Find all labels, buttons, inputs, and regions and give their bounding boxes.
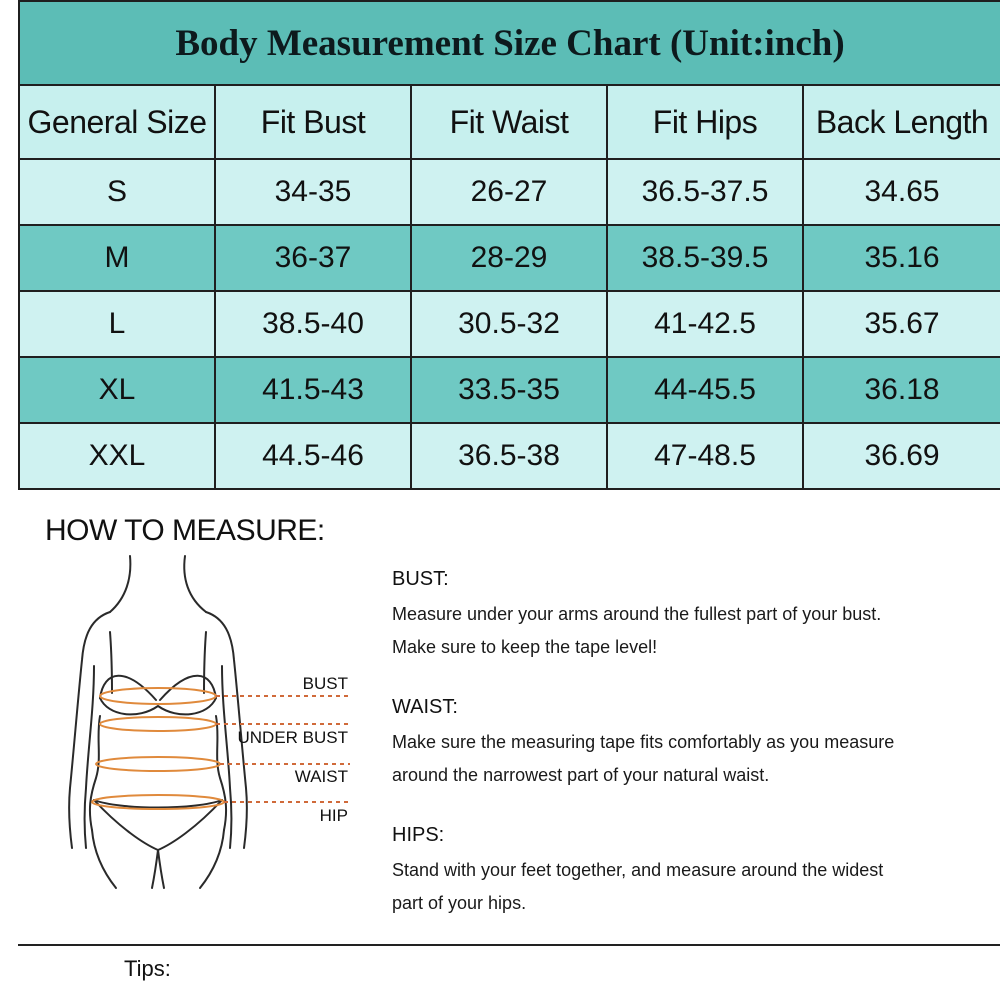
- tips-label: Tips:: [124, 956, 171, 981]
- bust-section: BUST: Measure under your arms around the…: [392, 566, 992, 664]
- section-text: Stand with your feet together, and measu…: [392, 860, 884, 880]
- section-text: Make sure to keep the tape level!: [392, 637, 658, 657]
- table-cell: 36.5-37.5: [606, 158, 804, 226]
- table-cell: 33.5-35: [410, 356, 608, 424]
- section-text: Measure under your arms around the fulle…: [392, 604, 882, 624]
- header-general-size: General Size: [18, 84, 216, 160]
- table-cell: 34.65: [801, 158, 1000, 226]
- table-cell: 44-45.5: [606, 356, 804, 424]
- table-row: XXL 44.5-46 36.5-38 47-48.5 36.69: [18, 422, 1000, 490]
- measure-instructions: BUST: Measure under your arms around the…: [392, 566, 992, 950]
- marker-waist: WAIST: [294, 767, 348, 786]
- divider: [18, 944, 1000, 946]
- table-cell: XXL: [18, 422, 216, 490]
- table-cell: 38.5-40: [214, 290, 412, 358]
- table-cell: 30.5-32: [410, 290, 608, 358]
- header-back-length: Back Length: [801, 84, 1000, 160]
- table-cell: 41.5-43: [214, 356, 412, 424]
- section-text: Make sure the measuring tape fits comfor…: [392, 732, 895, 752]
- table-cell: 26-27: [410, 158, 608, 226]
- section-text: around the narrowest part of your natura…: [392, 765, 770, 785]
- chart-title: Body Measurement Size Chart (Unit:inch): [17, 0, 1000, 86]
- size-chart-table: Body Measurement Size Chart (Unit:inch) …: [17, 0, 1000, 490]
- marker-hip: HIP: [319, 806, 348, 825]
- section-heading: BUST:: [392, 568, 449, 590]
- table-cell: L: [18, 290, 216, 358]
- table-cell: XL: [18, 356, 216, 424]
- table-cell: 47-48.5: [606, 422, 804, 490]
- table-cell: 34-35: [214, 158, 412, 226]
- header-fit-bust: Fit Bust: [214, 84, 412, 160]
- table-cell: 36.5-38: [410, 422, 608, 490]
- header-fit-hips: Fit Hips: [606, 84, 804, 160]
- marker-bust: BUST: [302, 674, 348, 693]
- table-cell: 36-37: [214, 224, 412, 292]
- table-cell: 35.67: [801, 290, 1000, 358]
- table-row: L 38.5-40 30.5-32 41-42.5 35.67: [18, 290, 1000, 358]
- table-row: M 36-37 28-29 38.5-39.5 35.16: [18, 224, 1000, 292]
- marker-under-bust: UNDER BUST: [237, 728, 348, 747]
- table-cell: 36.18: [801, 356, 1000, 424]
- table-cell: 36.69: [801, 422, 1000, 490]
- waist-section: WAIST: Make sure the measuring tape fits…: [392, 694, 992, 792]
- body-diagram: BUST UNDER BUST WAIST HIP: [60, 548, 360, 893]
- header-row: General Size Fit Bust Fit Waist Fit Hips…: [18, 84, 1000, 160]
- section-heading: WAIST:: [392, 696, 458, 718]
- header-fit-waist: Fit Waist: [410, 84, 608, 160]
- table-cell: 41-42.5: [606, 290, 804, 358]
- how-to-measure-title: HOW TO MEASURE:: [45, 514, 325, 547]
- table-row: XL 41.5-43 33.5-35 44-45.5 36.18: [18, 356, 1000, 424]
- hips-section: HIPS: Stand with your feet together, and…: [392, 822, 992, 920]
- table-cell: 35.16: [801, 224, 1000, 292]
- table-cell: 28-29: [410, 224, 608, 292]
- table-row: S 34-35 26-27 36.5-37.5 34.65: [18, 158, 1000, 226]
- table-cell: 44.5-46: [214, 422, 412, 490]
- table-cell: S: [18, 158, 216, 226]
- body-outline-icon: [68, 555, 350, 889]
- table-cell: 38.5-39.5: [606, 224, 804, 292]
- section-text: part of your hips.: [392, 893, 527, 913]
- section-heading: HIPS:: [392, 824, 445, 846]
- table-cell: M: [18, 224, 216, 292]
